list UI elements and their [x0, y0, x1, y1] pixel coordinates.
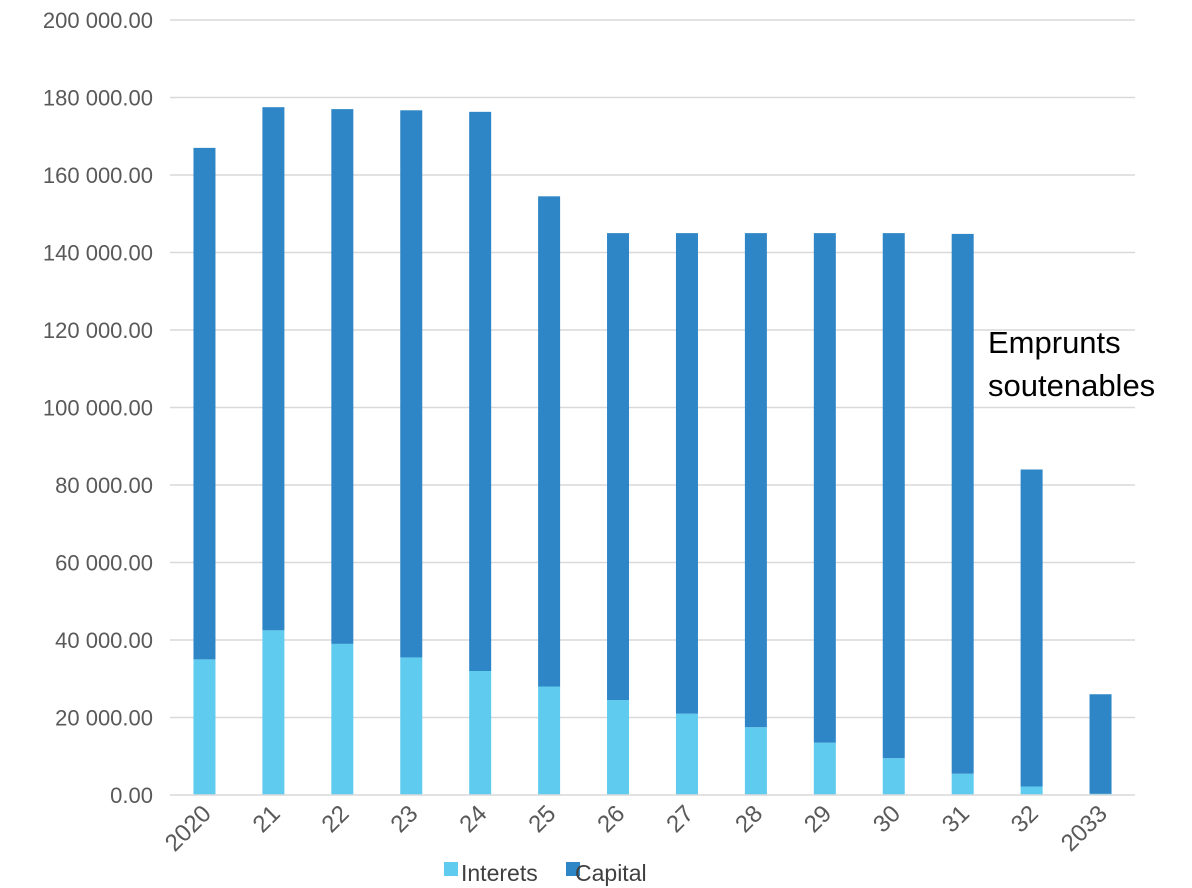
y-tick-label: 160 000.00: [43, 163, 153, 188]
y-tick-label: 0.00: [110, 783, 153, 808]
gridlines: [170, 19, 1135, 719]
bar-interets-24: [469, 671, 492, 795]
y-tick-label: 120 000.00: [43, 318, 153, 343]
bar-capital-32: [1020, 469, 1043, 787]
bar-capital-22: [331, 109, 354, 644]
x-tick-label: 2020: [160, 800, 217, 857]
legend: Interets Capital: [444, 860, 647, 886]
bar-interets-27: [675, 713, 698, 795]
bar-interets-23: [400, 657, 423, 795]
x-tick-label: 28: [730, 800, 768, 838]
x-tick-label: 21: [248, 800, 286, 838]
annotation-line-2: soutenables: [988, 368, 1155, 403]
bar-capital-21: [262, 107, 285, 631]
x-tick-label: 30: [868, 800, 906, 838]
bar-capital-2033: [1089, 694, 1112, 794]
x-tick-label: 32: [1006, 800, 1044, 838]
bar-capital-23: [400, 110, 423, 658]
y-tick-label: 100 000.00: [43, 396, 153, 421]
bar-capital-24: [469, 111, 492, 671]
x-tick-label: 26: [592, 800, 630, 838]
bar-interets-28: [744, 727, 767, 795]
bar-interets-30: [882, 758, 905, 795]
bar-capital-27: [675, 233, 698, 714]
legend-swatch-capital: [566, 862, 580, 876]
bar-interets-31: [951, 773, 974, 795]
y-tick-label: 140 000.00: [43, 241, 153, 266]
bar-capital-31: [951, 233, 974, 774]
x-tick-label: 23: [386, 800, 424, 838]
x-tick-label: 29: [799, 800, 837, 838]
x-tick-label: 25: [523, 800, 561, 838]
bar-interets-2020: [193, 659, 216, 795]
y-tick-label: 180 000.00: [43, 86, 153, 111]
legend-swatch-interets: [444, 862, 458, 876]
bar-interets-29: [813, 742, 836, 795]
legend-label-capital: Capital: [575, 860, 647, 886]
bar-capital-2020: [193, 147, 216, 660]
x-axis-tick-labels: 2020 21 22 23 24 25 26 27 28 29 30 31 32 2033: [160, 800, 1113, 857]
bar-capital-29: [813, 233, 836, 743]
y-axis-tick-labels: 0.00 20 000.00 40 000.00 60 000.00 80 000.00…: [43, 8, 153, 808]
x-tick-label: 24: [454, 800, 492, 838]
y-tick-label: 20 000.00: [55, 706, 153, 731]
bar-capital-26: [607, 233, 630, 701]
x-tick-label: 22: [317, 800, 355, 838]
bar-interets-21: [262, 630, 285, 795]
y-tick-label: 200 000.00: [43, 8, 153, 33]
bar-interets-25: [538, 686, 561, 795]
x-tick-label: 2033: [1056, 800, 1113, 857]
bar-capital-30: [882, 233, 905, 759]
y-tick-label: 40 000.00: [55, 628, 153, 653]
bar-interets-26: [607, 700, 630, 795]
annotation-line-1: Emprunts: [988, 325, 1121, 360]
bar-capital-25: [538, 196, 561, 687]
legend-label-interets: Interets: [461, 860, 538, 886]
x-tick-label: 27: [661, 800, 699, 838]
y-tick-label: 80 000.00: [55, 473, 153, 498]
y-tick-label: 60 000.00: [55, 551, 153, 576]
bar-interets-32: [1020, 786, 1043, 795]
bar-capital-28: [744, 233, 767, 728]
bars: [193, 107, 1112, 795]
x-tick-label: 31: [937, 800, 975, 838]
bar-interets-22: [331, 643, 354, 795]
